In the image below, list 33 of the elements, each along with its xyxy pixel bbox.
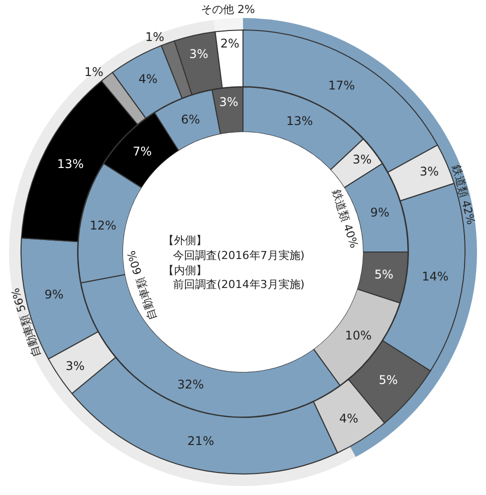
data-label: 12% — [90, 218, 116, 232]
data-label: 10% — [344, 328, 372, 343]
data-label: 鉄道類 42% — [450, 164, 478, 226]
data-label: 14% — [422, 269, 449, 284]
data-label: 3% — [352, 152, 372, 167]
data-label: 9% — [44, 287, 64, 302]
data-label: 13% — [286, 114, 313, 128]
text: 【内側】 — [163, 264, 207, 277]
data-label: 17% — [328, 78, 355, 92]
data-label: 3% — [420, 164, 439, 178]
data-label: 鉄道類 40% — [329, 188, 361, 250]
text: 前回調査(2014年3月実施) — [173, 278, 305, 291]
data-label: 4% — [339, 412, 358, 426]
data-label: 3% — [66, 359, 85, 374]
data-label: 3% — [219, 94, 238, 109]
data-label: 5% — [378, 373, 398, 388]
data-label: 自動車類 60% — [124, 249, 160, 322]
data-label: 32% — [177, 377, 204, 392]
data-label: 3% — [189, 46, 208, 61]
data-label: 13% — [57, 157, 84, 172]
data-label: 7% — [132, 144, 152, 158]
data-label: 2% — [220, 36, 240, 51]
data-label: 5% — [374, 267, 394, 282]
data-label: 6% — [181, 112, 200, 127]
data-label: 1% — [145, 30, 164, 44]
data-label: 9% — [370, 205, 390, 220]
data-label: 1% — [84, 65, 104, 80]
data-label: 4% — [138, 72, 158, 86]
data-label: 自動車類 56% — [8, 286, 44, 359]
data-label: その他 2% — [201, 3, 255, 16]
text: 【外側】 — [163, 234, 207, 247]
data-label: 21% — [187, 434, 214, 448]
text: 今回調査(2016年7月実施) — [173, 249, 305, 262]
